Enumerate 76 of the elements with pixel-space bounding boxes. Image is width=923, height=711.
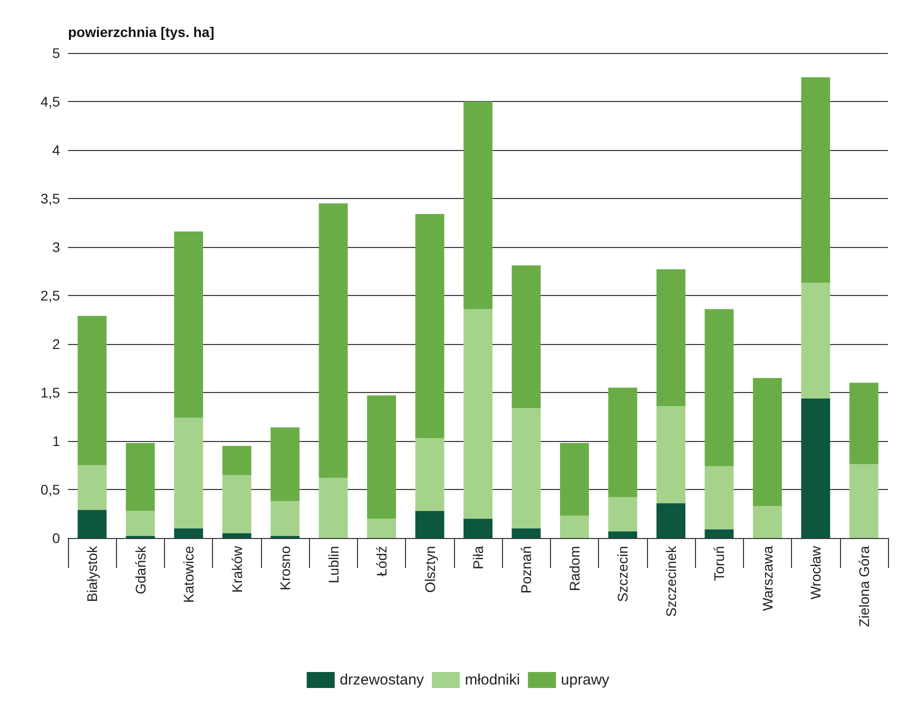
bar xyxy=(318,203,348,478)
y-tick-label: 0,5 xyxy=(40,482,60,498)
bar xyxy=(560,516,589,538)
legend-label: drzewostany xyxy=(340,672,424,688)
y-tick-label: 0 xyxy=(52,530,60,546)
x-tick-label: Gdańsk xyxy=(132,545,148,594)
y-axis-title: powierzchnia [tys. ha] xyxy=(68,24,214,40)
bar xyxy=(222,533,252,538)
x-tick-label: Piła xyxy=(470,546,486,570)
bar xyxy=(608,497,638,532)
bar xyxy=(608,388,638,498)
bar xyxy=(704,466,734,530)
bar xyxy=(464,309,492,519)
bar xyxy=(752,506,782,538)
bar xyxy=(849,382,878,464)
bar xyxy=(704,529,734,538)
x-tick-label: Zielona Góra xyxy=(856,546,872,627)
bar xyxy=(512,265,541,408)
bar xyxy=(415,214,444,438)
bar xyxy=(656,269,686,406)
bar xyxy=(464,518,492,538)
bar xyxy=(126,442,155,511)
bar xyxy=(126,510,155,536)
x-tick-label: Kraków xyxy=(228,545,245,593)
bar xyxy=(270,501,300,536)
bar xyxy=(560,442,589,516)
y-tick-label: 3,5 xyxy=(40,190,60,206)
bar xyxy=(512,528,541,538)
x-tick-label: Wrocław xyxy=(808,545,824,600)
x-tick-label: Warszawa xyxy=(759,546,776,611)
bar xyxy=(174,528,204,538)
bar xyxy=(270,427,300,502)
bar xyxy=(78,465,107,510)
y-tick-label: 4 xyxy=(52,142,60,158)
bar xyxy=(78,510,107,538)
x-tick-label: Toruń xyxy=(711,546,728,582)
bar xyxy=(801,282,830,398)
y-tick-label: 2 xyxy=(52,336,60,352)
bar xyxy=(174,231,204,418)
bar xyxy=(656,503,686,538)
y-tick-label: 4,5 xyxy=(40,94,60,110)
x-tick-label: Białystok xyxy=(84,545,100,602)
y-tick-label: 2,5 xyxy=(40,288,60,304)
legend-label: młodniki xyxy=(464,672,520,688)
bar xyxy=(367,395,396,519)
y-tick-label: 1 xyxy=(52,433,60,449)
bar xyxy=(415,438,444,511)
bar xyxy=(464,102,492,310)
bar xyxy=(222,474,252,534)
x-tick-label: Radom xyxy=(566,546,582,592)
bar xyxy=(801,398,830,538)
y-tick-label: 3 xyxy=(52,239,60,255)
bar xyxy=(656,406,686,504)
bar xyxy=(849,464,878,538)
x-tick-label: Poznań xyxy=(518,546,534,594)
bar xyxy=(174,418,204,528)
y-tick-label: 5 xyxy=(52,45,60,61)
bar xyxy=(704,309,734,466)
x-tick-label: Lublin xyxy=(325,546,342,584)
x-tick-label: Łódź xyxy=(374,546,390,576)
bar xyxy=(78,316,107,466)
x-tick-label: Szczecin xyxy=(614,546,631,602)
x-tick-label: Olsztyn xyxy=(422,546,438,593)
bar xyxy=(608,531,638,538)
x-tick-label: Szczecinek xyxy=(662,545,679,617)
x-tick-label: Krosno xyxy=(277,546,294,590)
x-tick-label: Katowice xyxy=(180,546,197,603)
legend-label: uprawy xyxy=(560,672,610,688)
bar xyxy=(415,510,444,538)
bar xyxy=(222,446,252,475)
bar xyxy=(367,518,396,538)
bar xyxy=(318,478,348,538)
bar xyxy=(801,77,830,283)
bar xyxy=(752,378,782,506)
y-tick-label: 1,5 xyxy=(40,384,60,400)
bar xyxy=(512,408,541,528)
